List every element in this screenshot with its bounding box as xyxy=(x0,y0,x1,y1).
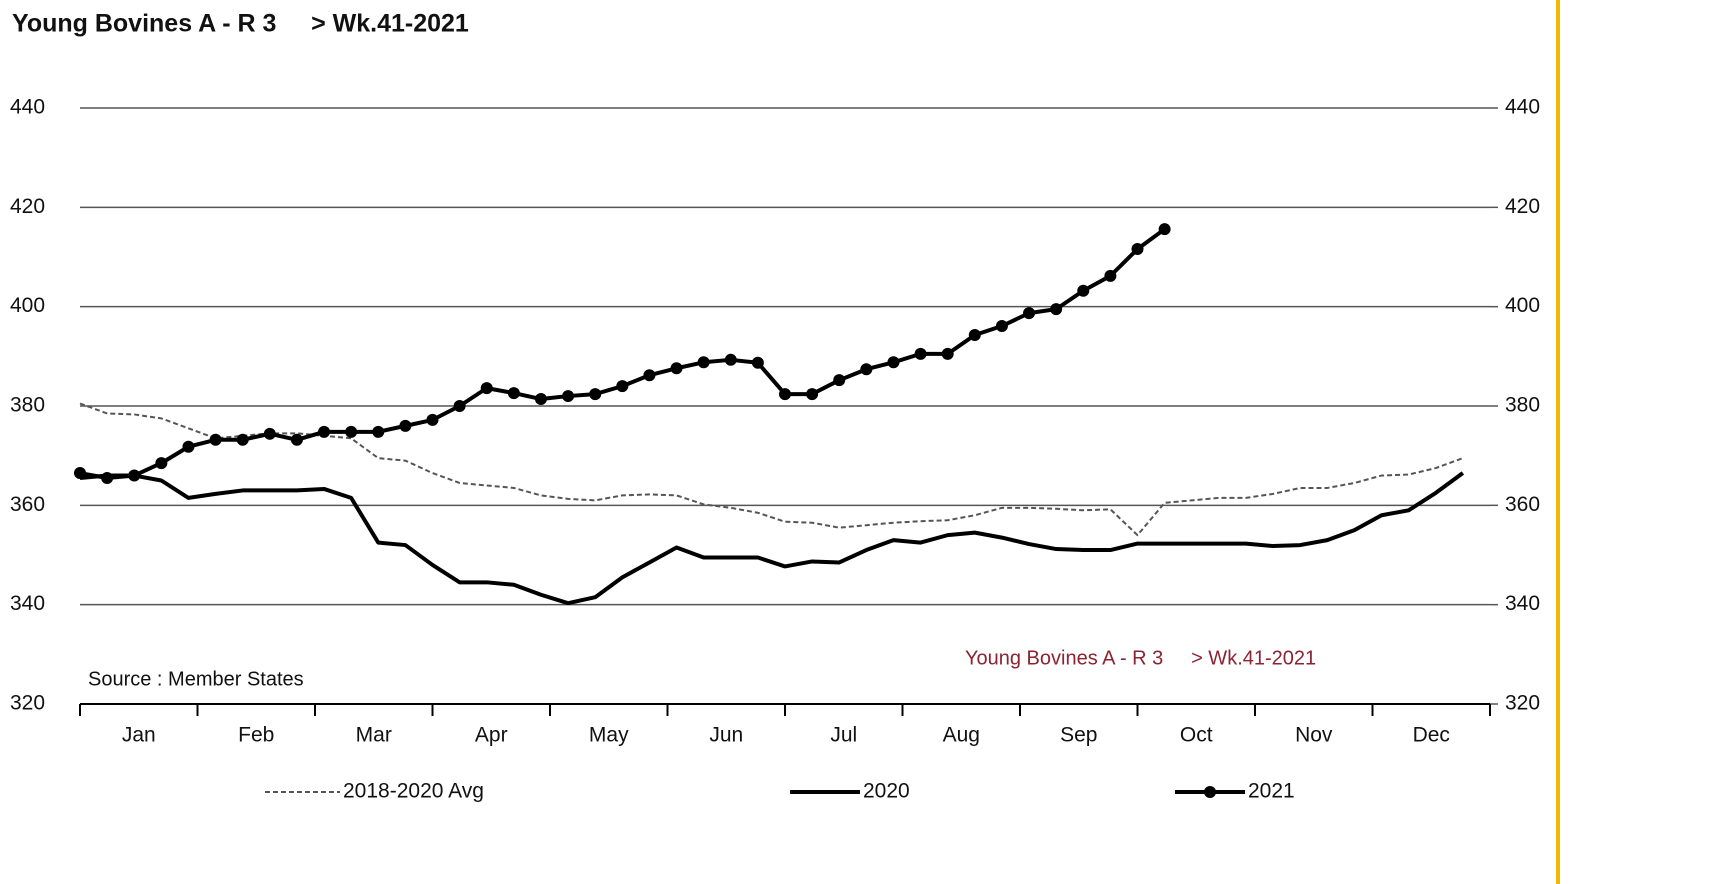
y2-tick-label: 380 xyxy=(1505,394,1540,417)
y2-tick-label: 320 xyxy=(1505,692,1540,715)
y-tick-label: 420 xyxy=(10,195,45,218)
point xyxy=(643,369,656,382)
point xyxy=(345,425,358,438)
y-tick-label: 380 xyxy=(10,394,45,417)
point xyxy=(589,388,602,401)
point xyxy=(1104,269,1117,282)
point xyxy=(968,328,981,341)
point xyxy=(1077,284,1090,297)
point xyxy=(724,353,737,366)
point xyxy=(1158,223,1171,236)
point xyxy=(534,393,547,406)
point xyxy=(290,433,303,446)
series-line xyxy=(79,471,1465,606)
point xyxy=(941,347,954,360)
x-tick-label: Apr xyxy=(475,724,508,747)
point xyxy=(453,400,466,412)
x-tick-label: May xyxy=(589,724,629,747)
point xyxy=(507,387,520,400)
point xyxy=(995,320,1008,333)
point xyxy=(372,425,385,438)
y-tick-label: 360 xyxy=(10,493,45,516)
point xyxy=(128,469,141,482)
point xyxy=(806,388,819,401)
point xyxy=(101,472,114,485)
point xyxy=(751,356,764,369)
x-tick-label: Dec xyxy=(1413,724,1450,747)
point xyxy=(480,382,493,395)
point xyxy=(1131,243,1144,256)
point xyxy=(697,356,710,369)
point xyxy=(779,388,791,401)
y-tick-label: 440 xyxy=(10,96,45,119)
annotation: Young Bovines A - R 3 > Wk.41-2021 xyxy=(965,647,1316,669)
point xyxy=(236,433,249,446)
x-tick-label: Jun xyxy=(709,724,743,747)
y-tick-label: 320 xyxy=(10,692,45,715)
point xyxy=(155,457,168,470)
y2-tick-label: 340 xyxy=(1505,592,1540,615)
point xyxy=(399,419,412,432)
source-note: Source : Member States xyxy=(88,668,304,690)
x-tick-label: Sep xyxy=(1060,724,1097,747)
point xyxy=(670,362,683,375)
legend-label: 2021 xyxy=(1248,780,1295,803)
series-line xyxy=(79,402,1464,537)
y2-tick-label: 420 xyxy=(1505,195,1540,218)
point xyxy=(833,374,846,387)
y-tick-label: 400 xyxy=(10,294,45,317)
point xyxy=(1023,307,1036,320)
x-tick-label: Aug xyxy=(943,724,980,747)
point xyxy=(562,390,575,403)
y2-tick-label: 360 xyxy=(1505,493,1540,516)
chart-title: Young Bovines A - R 3 > Wk.41-2021 xyxy=(12,10,469,38)
x-tick-label: Oct xyxy=(1180,724,1213,747)
x-tick-label: Nov xyxy=(1295,724,1333,747)
point xyxy=(887,356,900,369)
y2-tick-label: 440 xyxy=(1505,96,1540,119)
legend-marker xyxy=(1204,786,1216,798)
x-tick-label: Jan xyxy=(122,724,156,747)
legend-label: 2018-2020 Avg xyxy=(343,780,484,803)
legend-label: 2020 xyxy=(863,780,910,803)
x-tick-label: Mar xyxy=(356,724,392,747)
point xyxy=(74,467,86,480)
point xyxy=(318,425,331,438)
x-tick-label: Jul xyxy=(830,724,857,747)
point xyxy=(263,427,276,440)
point xyxy=(860,363,873,376)
point xyxy=(914,347,927,360)
point xyxy=(1050,303,1063,316)
y2-tick-label: 400 xyxy=(1505,294,1540,317)
point xyxy=(209,433,222,446)
point xyxy=(616,380,629,393)
point xyxy=(182,440,195,453)
y-tick-label: 340 xyxy=(10,592,45,615)
x-tick-label: Feb xyxy=(238,724,274,747)
point xyxy=(426,413,439,426)
